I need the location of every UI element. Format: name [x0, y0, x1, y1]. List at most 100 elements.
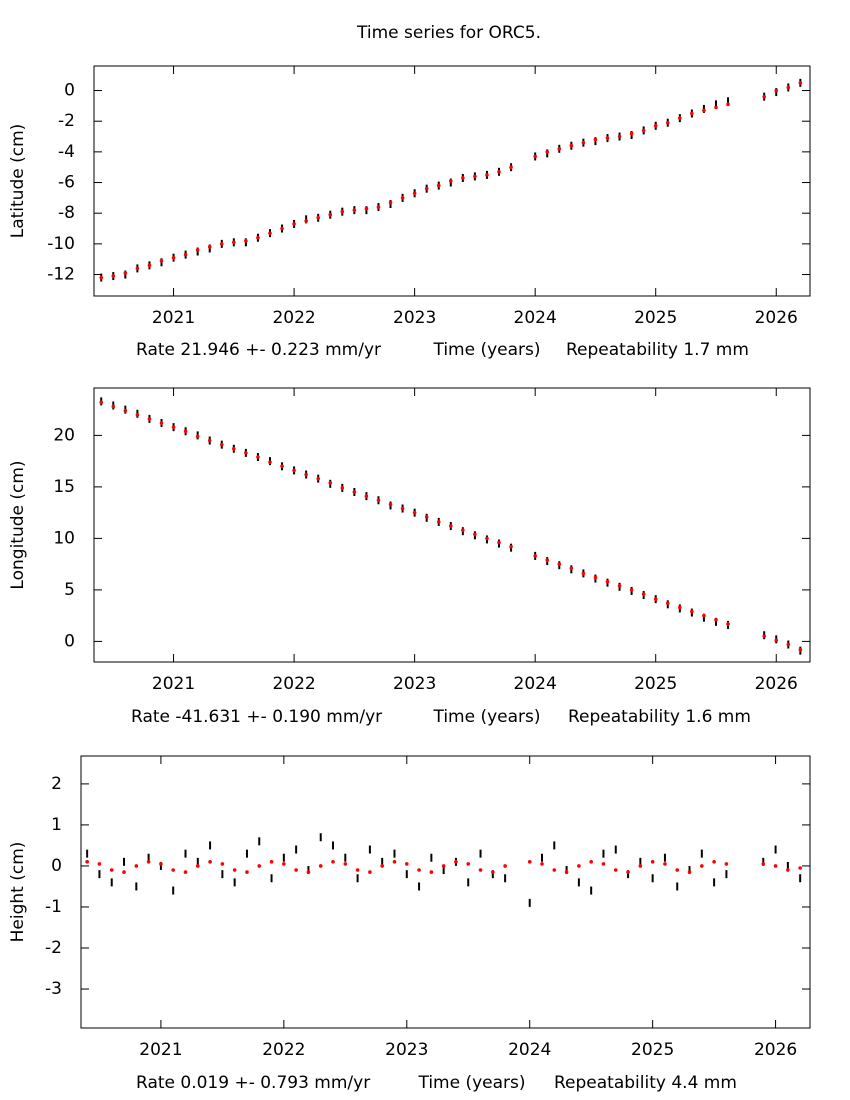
chart-title: Time series for ORC5. — [356, 23, 541, 43]
model-point — [368, 870, 372, 874]
model-point — [653, 124, 658, 128]
model-point — [208, 860, 212, 864]
model-point — [376, 498, 381, 503]
x-axis-label: Time (years) — [417, 1073, 525, 1093]
model-point — [690, 111, 694, 116]
model-point — [629, 588, 634, 592]
model-point — [638, 864, 643, 868]
model-point — [448, 524, 453, 528]
plot-frame — [93, 387, 811, 663]
model-point — [605, 579, 610, 584]
model-point — [774, 638, 779, 643]
model-point — [533, 554, 537, 558]
model-point — [122, 870, 126, 874]
model-point — [352, 490, 357, 494]
model-point — [171, 255, 176, 260]
model-point — [545, 150, 550, 154]
model-point — [545, 558, 550, 562]
model-point — [762, 94, 766, 99]
model-point — [569, 143, 574, 148]
model-point — [282, 862, 286, 866]
model-point — [183, 252, 188, 257]
model-point — [690, 609, 694, 614]
model-point — [99, 275, 104, 280]
model-point — [135, 266, 140, 271]
model-point — [509, 544, 513, 549]
model-point — [700, 864, 704, 868]
model-point — [306, 870, 311, 874]
x-tick-label: 2021 — [139, 1040, 182, 1060]
model-point — [269, 860, 274, 864]
model-point — [461, 176, 465, 180]
model-point — [292, 222, 296, 226]
model-point — [503, 864, 507, 868]
model-point — [581, 140, 586, 145]
y-tick-label: -4 — [58, 142, 75, 162]
model-point — [195, 864, 200, 868]
y-tick-label: 1 — [51, 815, 62, 835]
y-tick-label: 0 — [51, 856, 62, 876]
model-point — [280, 226, 284, 231]
model-point — [244, 239, 248, 243]
y-tick-label: 20 — [53, 425, 75, 445]
repeatability-label: Repeatability 1.7 mm — [566, 340, 749, 360]
model-point — [123, 271, 128, 275]
model-point — [134, 864, 139, 868]
y-tick-label: -1 — [45, 897, 62, 917]
model-point — [219, 242, 224, 246]
model-point — [441, 864, 446, 868]
x-tick-label: 2024 — [514, 674, 557, 694]
model-point — [257, 864, 262, 868]
model-point — [665, 601, 670, 606]
model-point — [146, 860, 151, 864]
model-point — [509, 165, 513, 169]
rate-label: Rate 0.019 +- 0.793 mm/yr — [136, 1073, 370, 1093]
model-point — [331, 860, 335, 864]
model-point — [626, 870, 630, 874]
model-point — [424, 514, 429, 519]
model-point — [85, 860, 89, 864]
model-point — [491, 870, 495, 874]
y-tick-label: 2 — [51, 774, 62, 794]
model-point — [392, 860, 397, 864]
model-point — [219, 442, 224, 447]
model-point — [424, 186, 429, 191]
model-point — [159, 421, 164, 425]
x-tick-label: 2023 — [393, 308, 436, 328]
model-point — [436, 183, 441, 188]
model-point — [798, 647, 803, 652]
model-point — [761, 862, 766, 866]
x-tick-label: 2022 — [262, 1040, 305, 1060]
model-point — [380, 864, 384, 868]
model-point — [268, 231, 272, 235]
model-point — [232, 868, 237, 872]
model-point — [650, 860, 655, 864]
x-tick-label: 2024 — [508, 1040, 551, 1060]
y-tick-label: -2 — [58, 111, 75, 131]
model-point — [617, 134, 622, 139]
model-point — [478, 868, 483, 872]
model-point — [714, 105, 718, 110]
x-axis-label: Time (years) — [432, 340, 540, 360]
model-point — [641, 592, 646, 596]
model-point — [400, 196, 405, 200]
model-point — [473, 174, 477, 179]
model-point — [485, 173, 489, 177]
x-tick-label: 2025 — [631, 1040, 674, 1060]
model-point — [714, 617, 718, 622]
model-point — [304, 219, 308, 223]
model-point — [340, 209, 345, 214]
model-point — [294, 868, 298, 872]
model-point — [280, 464, 284, 469]
model-point — [388, 502, 393, 507]
model-point — [461, 528, 465, 532]
model-point — [786, 642, 791, 647]
model-point — [135, 412, 140, 417]
model-point — [429, 870, 434, 874]
model-point — [564, 870, 569, 874]
model-point — [404, 862, 409, 866]
model-point — [111, 274, 116, 278]
model-point — [617, 583, 622, 588]
